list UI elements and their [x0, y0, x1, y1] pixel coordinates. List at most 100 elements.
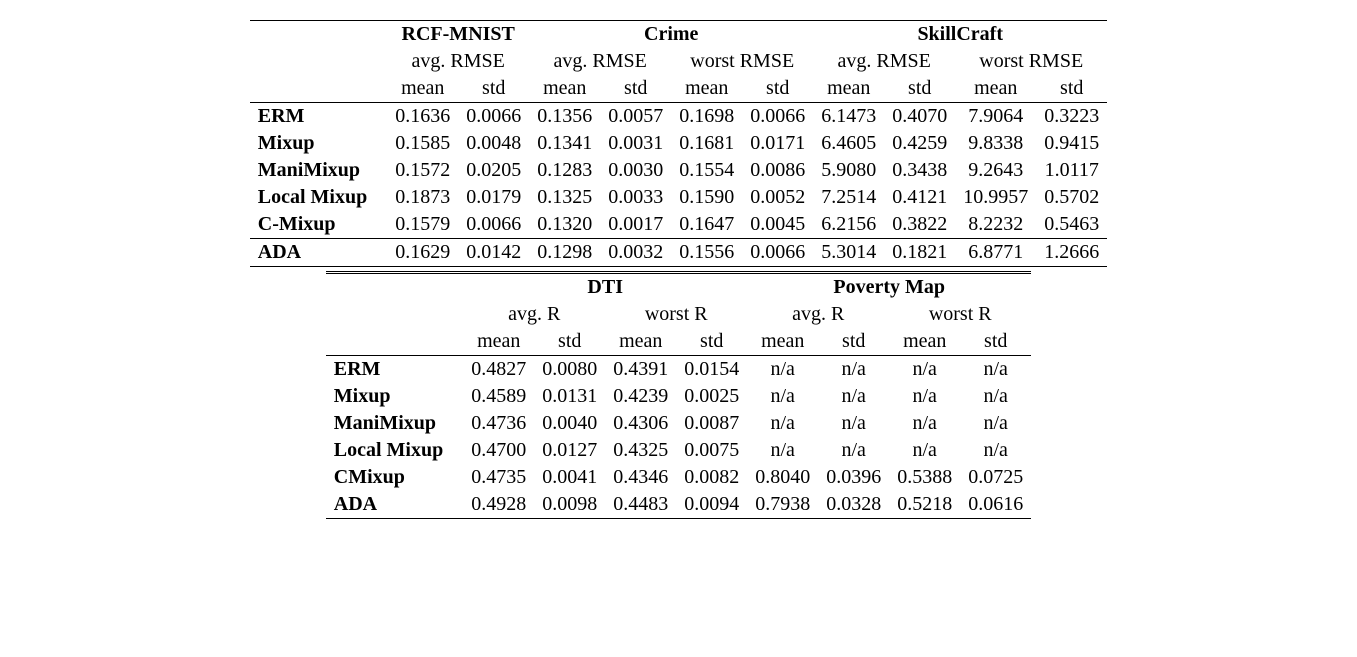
sub-head: mean — [955, 75, 1036, 103]
cell: n/a — [818, 410, 889, 437]
sub-head: std — [1036, 75, 1107, 103]
dataset-head: DTI — [463, 273, 747, 302]
cell: 0.1298 — [529, 239, 600, 267]
cell: 0.1556 — [671, 239, 742, 267]
cell: 0.4306 — [605, 410, 676, 437]
cell: 0.0048 — [458, 130, 529, 157]
cell: 0.5463 — [1036, 211, 1107, 239]
cell: 0.1320 — [529, 211, 600, 239]
cell: 0.0052 — [742, 184, 813, 211]
cell: 0.0131 — [534, 383, 605, 410]
metric-head: avg. RMSE — [387, 48, 529, 75]
cell: 0.0087 — [676, 410, 747, 437]
sub-head: std — [742, 75, 813, 103]
sub-head: mean — [387, 75, 458, 103]
cell: n/a — [889, 383, 960, 410]
sub-head: mean — [605, 328, 676, 356]
sub-head: std — [676, 328, 747, 356]
cell: 0.0328 — [818, 491, 889, 519]
cell: 0.0045 — [742, 211, 813, 239]
metric-head: avg. R — [463, 301, 605, 328]
cell: 9.8338 — [955, 130, 1036, 157]
cell: 0.4700 — [463, 437, 534, 464]
cell: n/a — [818, 383, 889, 410]
cell: n/a — [818, 356, 889, 384]
cell: 6.2156 — [813, 211, 884, 239]
cell: 0.1341 — [529, 130, 600, 157]
cell: n/a — [818, 437, 889, 464]
cell: 0.1356 — [529, 103, 600, 131]
cell: 0.0057 — [600, 103, 671, 131]
cell: 0.9415 — [1036, 130, 1107, 157]
cell: 0.4121 — [884, 184, 955, 211]
sub-head: mean — [463, 328, 534, 356]
cell: 0.1681 — [671, 130, 742, 157]
metric-head: avg. RMSE — [813, 48, 955, 75]
cell: 0.0066 — [458, 211, 529, 239]
cell: 5.3014 — [813, 239, 884, 267]
dataset-head: Crime — [529, 21, 813, 49]
cell: 0.4827 — [463, 356, 534, 384]
sub-head: mean — [889, 328, 960, 356]
cell: n/a — [747, 356, 818, 384]
cell: 0.0205 — [458, 157, 529, 184]
method-label: C-Mixup — [250, 211, 387, 239]
cell: 0.0171 — [742, 130, 813, 157]
dataset-head: SkillCraft — [813, 21, 1107, 49]
cell: 0.3822 — [884, 211, 955, 239]
sub-head: mean — [813, 75, 884, 103]
cell: 0.0616 — [960, 491, 1031, 519]
cell: 0.1698 — [671, 103, 742, 131]
sub-head: mean — [671, 75, 742, 103]
cell: 0.0179 — [458, 184, 529, 211]
results-table-1: RCF-MNIST Crime SkillCraft avg. RMSE avg… — [250, 20, 1107, 267]
cell: n/a — [747, 383, 818, 410]
cell: n/a — [889, 410, 960, 437]
cell: 0.1629 — [387, 239, 458, 267]
cell: 0.1636 — [387, 103, 458, 131]
metric-head: avg. R — [747, 301, 889, 328]
method-label: ADA — [250, 239, 387, 267]
cell: 0.8040 — [747, 464, 818, 491]
sub-head: std — [884, 75, 955, 103]
sub-head: std — [960, 328, 1031, 356]
cell: 6.8771 — [955, 239, 1036, 267]
cell: 0.0098 — [534, 491, 605, 519]
cell: 0.0041 — [534, 464, 605, 491]
cell: n/a — [889, 356, 960, 384]
cell: 0.7938 — [747, 491, 818, 519]
cell: 0.0080 — [534, 356, 605, 384]
cell: 0.0040 — [534, 410, 605, 437]
cell: 0.0066 — [742, 239, 813, 267]
cell: 0.4736 — [463, 410, 534, 437]
cell: 1.2666 — [1036, 239, 1107, 267]
metric-head: worst R — [889, 301, 1031, 328]
cell: 0.0127 — [534, 437, 605, 464]
cell: 1.0117 — [1036, 157, 1107, 184]
cell: 0.3438 — [884, 157, 955, 184]
method-label: Mixup — [250, 130, 387, 157]
cell: 8.2232 — [955, 211, 1036, 239]
dataset-head: Poverty Map — [747, 273, 1031, 302]
cell: 0.4928 — [463, 491, 534, 519]
cell: 0.4589 — [463, 383, 534, 410]
cell: 6.4605 — [813, 130, 884, 157]
cell: 0.4259 — [884, 130, 955, 157]
cell: n/a — [960, 383, 1031, 410]
method-label: ADA — [326, 491, 463, 519]
cell: 5.9080 — [813, 157, 884, 184]
cell: n/a — [889, 437, 960, 464]
cell: 0.0075 — [676, 437, 747, 464]
cell: n/a — [960, 437, 1031, 464]
cell: 0.1572 — [387, 157, 458, 184]
sub-head: std — [458, 75, 529, 103]
sub-head: std — [600, 75, 671, 103]
cell: 0.1590 — [671, 184, 742, 211]
cell: 10.9957 — [955, 184, 1036, 211]
method-label: ERM — [250, 103, 387, 131]
method-label: ERM — [326, 356, 463, 384]
cell: n/a — [960, 410, 1031, 437]
cell: 0.1873 — [387, 184, 458, 211]
cell: 0.1579 — [387, 211, 458, 239]
cell: 0.0154 — [676, 356, 747, 384]
